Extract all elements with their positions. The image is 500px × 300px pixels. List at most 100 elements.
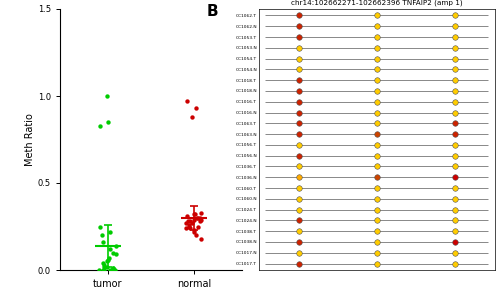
Point [112, 252, 120, 257]
Point [294, 45, 302, 50]
Point [294, 121, 302, 126]
Point [373, 250, 381, 255]
Point [112, 243, 120, 248]
Point [192, 233, 200, 238]
Point [95, 268, 103, 272]
Point [373, 164, 381, 169]
Point [186, 219, 194, 224]
Point [451, 207, 459, 212]
Point [106, 229, 114, 234]
Point [294, 67, 302, 72]
Point [373, 153, 381, 158]
Point [294, 24, 302, 29]
Point [294, 142, 302, 147]
Point [196, 219, 204, 224]
Point [186, 226, 194, 231]
Point [451, 250, 459, 255]
Point [373, 218, 381, 223]
Point [451, 186, 459, 190]
Point [98, 240, 106, 244]
Point [100, 264, 108, 269]
Point [100, 268, 108, 272]
Point [294, 261, 302, 266]
Point [191, 212, 199, 217]
Point [451, 229, 459, 234]
Point [294, 34, 302, 39]
Point [294, 110, 302, 115]
Point [192, 106, 200, 111]
Point [451, 132, 459, 136]
Point [451, 121, 459, 126]
Point [451, 67, 459, 72]
Point [451, 175, 459, 180]
Text: B: B [206, 4, 218, 19]
Point [103, 94, 111, 98]
Point [197, 217, 205, 222]
Point [451, 218, 459, 223]
Point [184, 219, 192, 224]
Point [451, 99, 459, 104]
Point [451, 164, 459, 169]
Point [294, 132, 302, 136]
Point [294, 56, 302, 61]
Point [373, 110, 381, 115]
Y-axis label: Meth Ratio: Meth Ratio [25, 113, 35, 166]
Point [104, 255, 112, 260]
Point [196, 215, 204, 220]
Point [106, 247, 114, 251]
Point [373, 196, 381, 201]
Point [373, 261, 381, 266]
Point [185, 224, 193, 229]
Point [182, 99, 190, 103]
Point [182, 226, 190, 231]
Point [294, 99, 302, 104]
Point [99, 268, 107, 272]
Point [294, 153, 302, 158]
Point [190, 229, 198, 234]
Point [373, 142, 381, 147]
Point [294, 164, 302, 169]
Point [110, 268, 118, 272]
Point [294, 175, 302, 180]
Point [451, 261, 459, 266]
Point [451, 196, 459, 201]
Point [106, 268, 114, 272]
Point [109, 266, 117, 271]
Point [110, 268, 118, 272]
Point [373, 99, 381, 104]
Point [294, 88, 302, 93]
Point [373, 132, 381, 136]
Point [373, 88, 381, 93]
Point [190, 212, 198, 217]
Point [373, 240, 381, 244]
Point [294, 78, 302, 82]
Point [451, 45, 459, 50]
Point [108, 250, 116, 255]
Point [294, 240, 302, 244]
Point [373, 121, 381, 126]
Title: chr14:102662271-102662396 TNFAIP2 (amp 1): chr14:102662271-102662396 TNFAIP2 (amp 1… [291, 0, 462, 6]
Point [96, 123, 104, 128]
Point [294, 196, 302, 201]
Point [96, 224, 104, 229]
Point [109, 266, 117, 271]
Point [373, 78, 381, 82]
Point [451, 240, 459, 244]
Point [294, 250, 302, 255]
Point [294, 186, 302, 190]
Point [294, 229, 302, 234]
Point [373, 56, 381, 61]
Point [373, 24, 381, 29]
Point [373, 45, 381, 50]
Point [100, 261, 108, 266]
Point [451, 110, 459, 115]
Point [373, 175, 381, 180]
Point [196, 210, 204, 215]
Point [192, 215, 200, 220]
Point [188, 220, 196, 225]
Point [98, 233, 106, 238]
Point [451, 142, 459, 147]
Point [182, 220, 190, 225]
Point [451, 78, 459, 82]
Point [190, 228, 198, 232]
